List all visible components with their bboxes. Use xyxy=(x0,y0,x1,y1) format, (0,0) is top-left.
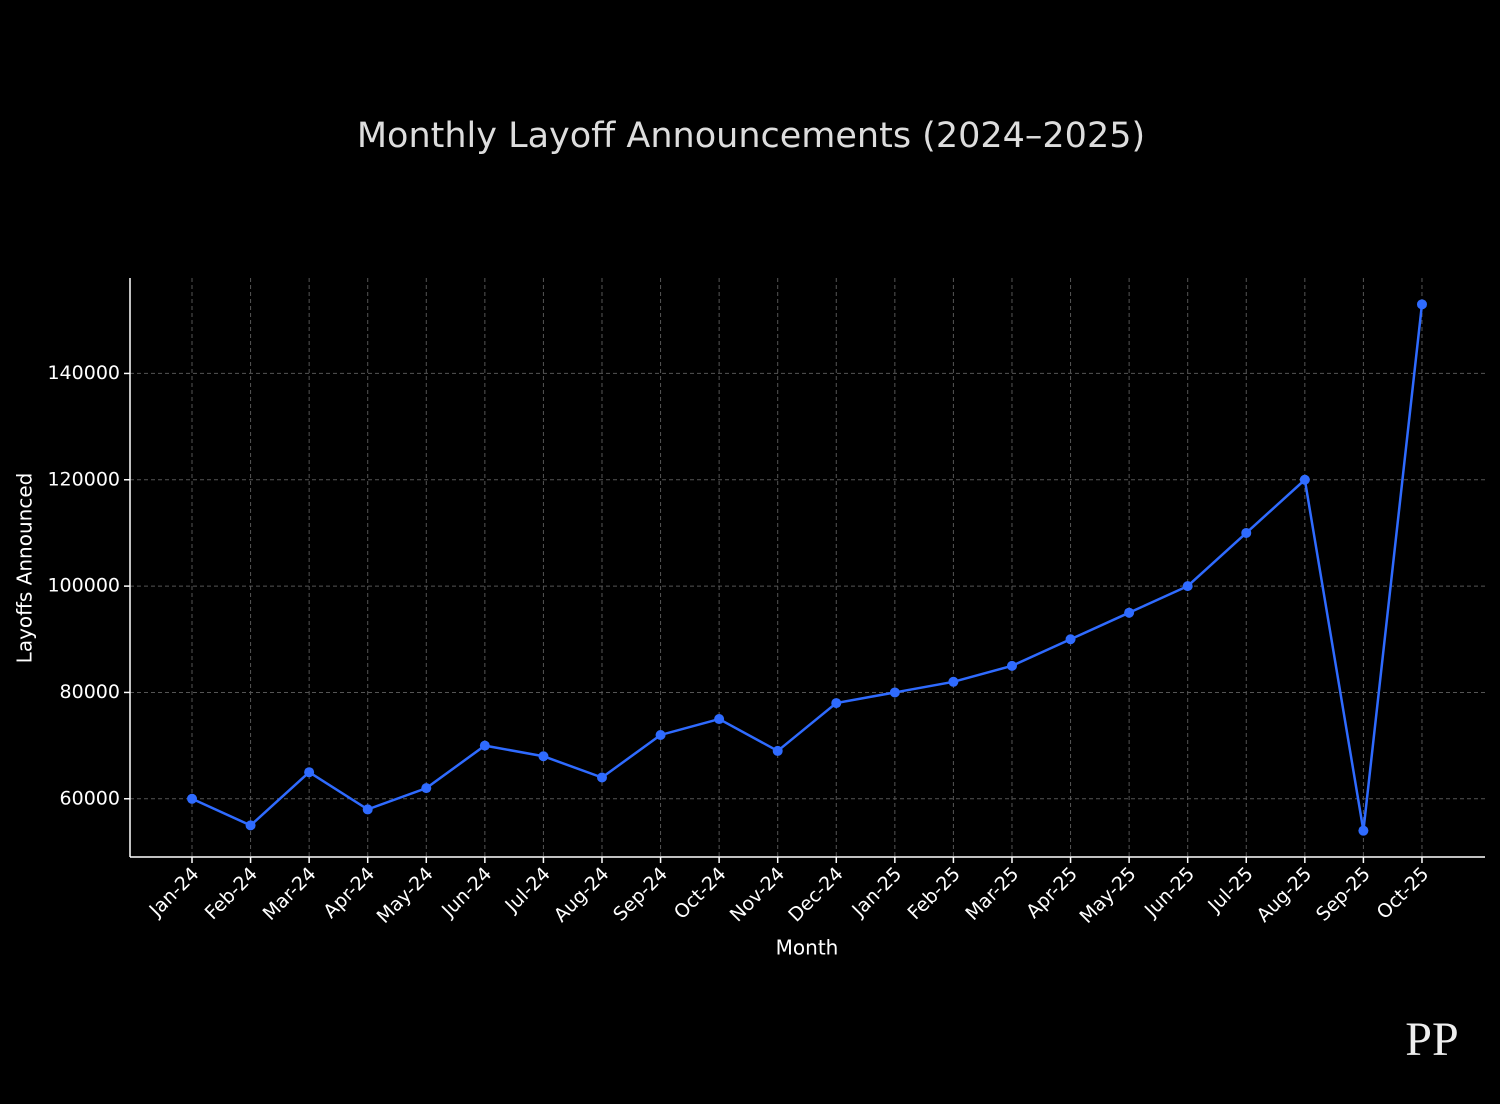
x-tick-label: Feb-25 xyxy=(904,863,965,924)
series-line xyxy=(191,304,1424,831)
chart-title: Monthly Layoff Announcements (2024–2025) xyxy=(357,116,1145,156)
y-tick-label: 140000 xyxy=(47,362,120,384)
x-tick-label: May-24 xyxy=(373,863,438,928)
data-point xyxy=(187,793,197,804)
x-tick-label: Nov-24 xyxy=(726,863,789,926)
x-tick-label: Jan-25 xyxy=(847,863,906,922)
y-tick-label: 80000 xyxy=(60,681,120,703)
x-tick-label: Jun-24 xyxy=(437,863,496,922)
data-point xyxy=(831,698,842,709)
y-tick-label: 100000 xyxy=(47,575,120,597)
data-point xyxy=(1358,825,1369,836)
x-tick-label: Jul-24 xyxy=(500,863,554,917)
data-point xyxy=(1006,660,1017,671)
data-point xyxy=(1182,581,1193,592)
data-point xyxy=(1065,634,1076,645)
data-point xyxy=(1299,474,1310,485)
data-point xyxy=(1416,299,1427,310)
data-point xyxy=(1124,607,1135,618)
x-tick-label: Sep-25 xyxy=(1312,863,1375,926)
x-tick-label: Apr-25 xyxy=(1022,863,1082,923)
data-point xyxy=(245,820,256,831)
x-tick-label: Jan-24 xyxy=(145,863,204,922)
x-tick-label: Sep-24 xyxy=(609,863,672,926)
x-tick-label: Apr-24 xyxy=(319,863,379,923)
data-point xyxy=(538,751,549,762)
y-tick-label: 120000 xyxy=(47,468,120,490)
watermark: PP xyxy=(1405,1013,1458,1066)
x-tick-label: May-25 xyxy=(1076,863,1141,928)
data-point xyxy=(948,676,959,687)
data-point xyxy=(362,804,373,815)
x-tick-label: Dec-24 xyxy=(784,863,848,927)
x-axis-label: Month xyxy=(776,936,839,960)
x-tick-label: Jul-25 xyxy=(1203,863,1257,917)
data-point xyxy=(1241,527,1252,538)
x-tick-label: Mar-24 xyxy=(259,863,321,925)
data-point xyxy=(714,714,725,725)
x-tick-label: Oct-25 xyxy=(1373,863,1434,924)
data-point xyxy=(479,740,490,751)
x-tick-label: Aug-25 xyxy=(1253,863,1317,927)
x-tick-label: Mar-25 xyxy=(961,863,1023,925)
y-axis-label: Layoffs Announced xyxy=(13,473,37,664)
data-point xyxy=(304,767,315,778)
data-point xyxy=(889,687,900,698)
data-point xyxy=(655,729,666,740)
x-tick-label: Aug-24 xyxy=(550,863,614,927)
y-tick-label: 60000 xyxy=(60,787,120,809)
x-tick-label: Feb-24 xyxy=(201,863,262,924)
data-point xyxy=(772,745,783,756)
data-point xyxy=(421,783,432,794)
data-point xyxy=(596,772,607,783)
x-tick-label: Oct-24 xyxy=(670,863,731,924)
x-tick-label: Jun-25 xyxy=(1140,863,1199,922)
